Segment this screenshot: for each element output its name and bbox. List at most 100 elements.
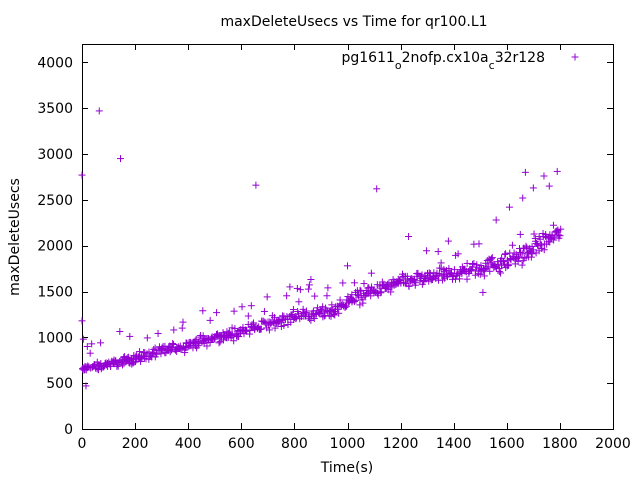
- data-point: [339, 279, 347, 287]
- data-point: [530, 230, 538, 238]
- data-point: [405, 282, 413, 290]
- data-point: [305, 281, 313, 289]
- data-point: [206, 316, 214, 324]
- data-point-outlier: [78, 317, 86, 325]
- chart-title: maxDeleteUsecs vs Time for qr100.L1: [220, 14, 487, 30]
- data-point: [302, 307, 310, 315]
- data-point: [227, 333, 235, 341]
- data-point: [554, 227, 562, 235]
- data-point: [324, 284, 332, 292]
- data-point: [522, 242, 530, 250]
- data-point: [307, 276, 315, 284]
- data-point: [286, 283, 294, 291]
- data-point: [516, 230, 524, 238]
- data-point: [483, 257, 491, 265]
- data-point-outlier: [367, 269, 375, 277]
- data-point: [470, 259, 478, 267]
- data-point: [445, 265, 453, 273]
- data-point: [352, 296, 360, 304]
- data-point: [317, 306, 325, 314]
- data-point: [196, 333, 204, 341]
- data-point: [344, 293, 352, 301]
- y-tick-label: 0: [64, 422, 73, 438]
- data-point: [480, 272, 488, 280]
- data-point: [417, 273, 425, 281]
- data-point-outlier: [126, 332, 134, 340]
- data-point-outlier: [492, 216, 500, 224]
- data-point: [356, 301, 364, 309]
- data-point: [473, 261, 481, 269]
- data-point: [514, 252, 522, 260]
- data-point: [356, 286, 364, 294]
- data-point: [295, 298, 303, 306]
- data-point-outlier: [373, 185, 381, 193]
- y-tick-labels: 0 500 1000 1500 2000 2500 3000 3500 4000: [37, 55, 73, 438]
- data-point: [476, 270, 484, 278]
- x-tick-label: 0: [78, 436, 87, 452]
- data-point: [247, 302, 255, 310]
- data-point: [213, 309, 221, 317]
- data-point: [230, 337, 238, 345]
- data-point: [278, 316, 286, 324]
- x-tick-label: 400: [175, 436, 202, 452]
- data-point: [136, 348, 144, 356]
- data-point: [350, 297, 358, 305]
- data-point: [238, 303, 246, 311]
- data-point: [119, 361, 127, 369]
- data-point: [293, 284, 301, 292]
- data-point: [244, 312, 252, 320]
- x-tick-label: 1600: [489, 436, 525, 452]
- data-point: [86, 349, 94, 357]
- data-point: [150, 345, 158, 353]
- data-point: [495, 268, 503, 276]
- data-point-outlier: [82, 382, 90, 390]
- data-point: [323, 292, 331, 300]
- data-point: [283, 292, 291, 300]
- data-point: [359, 296, 367, 304]
- x-tick-labels: 0 200 400 600 800 1000 1200 1400 1600 1800 2000: [78, 436, 631, 452]
- y-tick-label: 3000: [37, 147, 73, 163]
- data-point: [434, 248, 442, 256]
- data-point: [499, 257, 507, 265]
- data-point: [215, 339, 223, 347]
- data-point: [463, 259, 471, 267]
- data-point: [486, 267, 494, 275]
- data-point: [143, 334, 151, 342]
- data-point: [497, 269, 505, 277]
- data-point: [328, 301, 336, 309]
- data-point: [456, 275, 464, 283]
- data-point-outlier: [79, 335, 87, 343]
- data-point: [334, 305, 342, 313]
- data-point: [88, 340, 96, 348]
- data-point-outlier: [519, 194, 527, 202]
- data-point-outlier: [95, 107, 103, 115]
- data-point: [528, 250, 536, 258]
- data-point: [250, 319, 258, 327]
- data-point-outlier: [116, 155, 124, 163]
- x-tick-label: 1400: [436, 436, 472, 452]
- data-point: [501, 250, 509, 258]
- data-point: [549, 221, 557, 229]
- data-point: [335, 309, 343, 317]
- data-point: [494, 260, 502, 268]
- data-point: [265, 326, 273, 334]
- data-point: [270, 313, 278, 321]
- data-point: [508, 241, 516, 249]
- x-tick-label: 600: [228, 436, 255, 452]
- data-point: [230, 307, 238, 315]
- data-point: [518, 250, 526, 258]
- data-point: [228, 324, 236, 332]
- data-points: [78, 107, 565, 390]
- data-point: [246, 327, 254, 335]
- data-point: [226, 328, 234, 336]
- y-axis-label: maxDeleteUsecs: [7, 178, 23, 296]
- data-point: [296, 286, 304, 294]
- data-point: [538, 241, 546, 249]
- y-tick-label: 1000: [37, 330, 73, 346]
- data-point-outlier: [540, 172, 548, 180]
- legend-label: pg1611o2nofp.cx10ac32r128: [342, 50, 546, 72]
- data-point: [206, 338, 214, 346]
- legend: pg1611o2nofp.cx10ac32r128: [342, 50, 579, 72]
- y-tick-label: 3500: [37, 101, 73, 117]
- data-point: [426, 270, 434, 278]
